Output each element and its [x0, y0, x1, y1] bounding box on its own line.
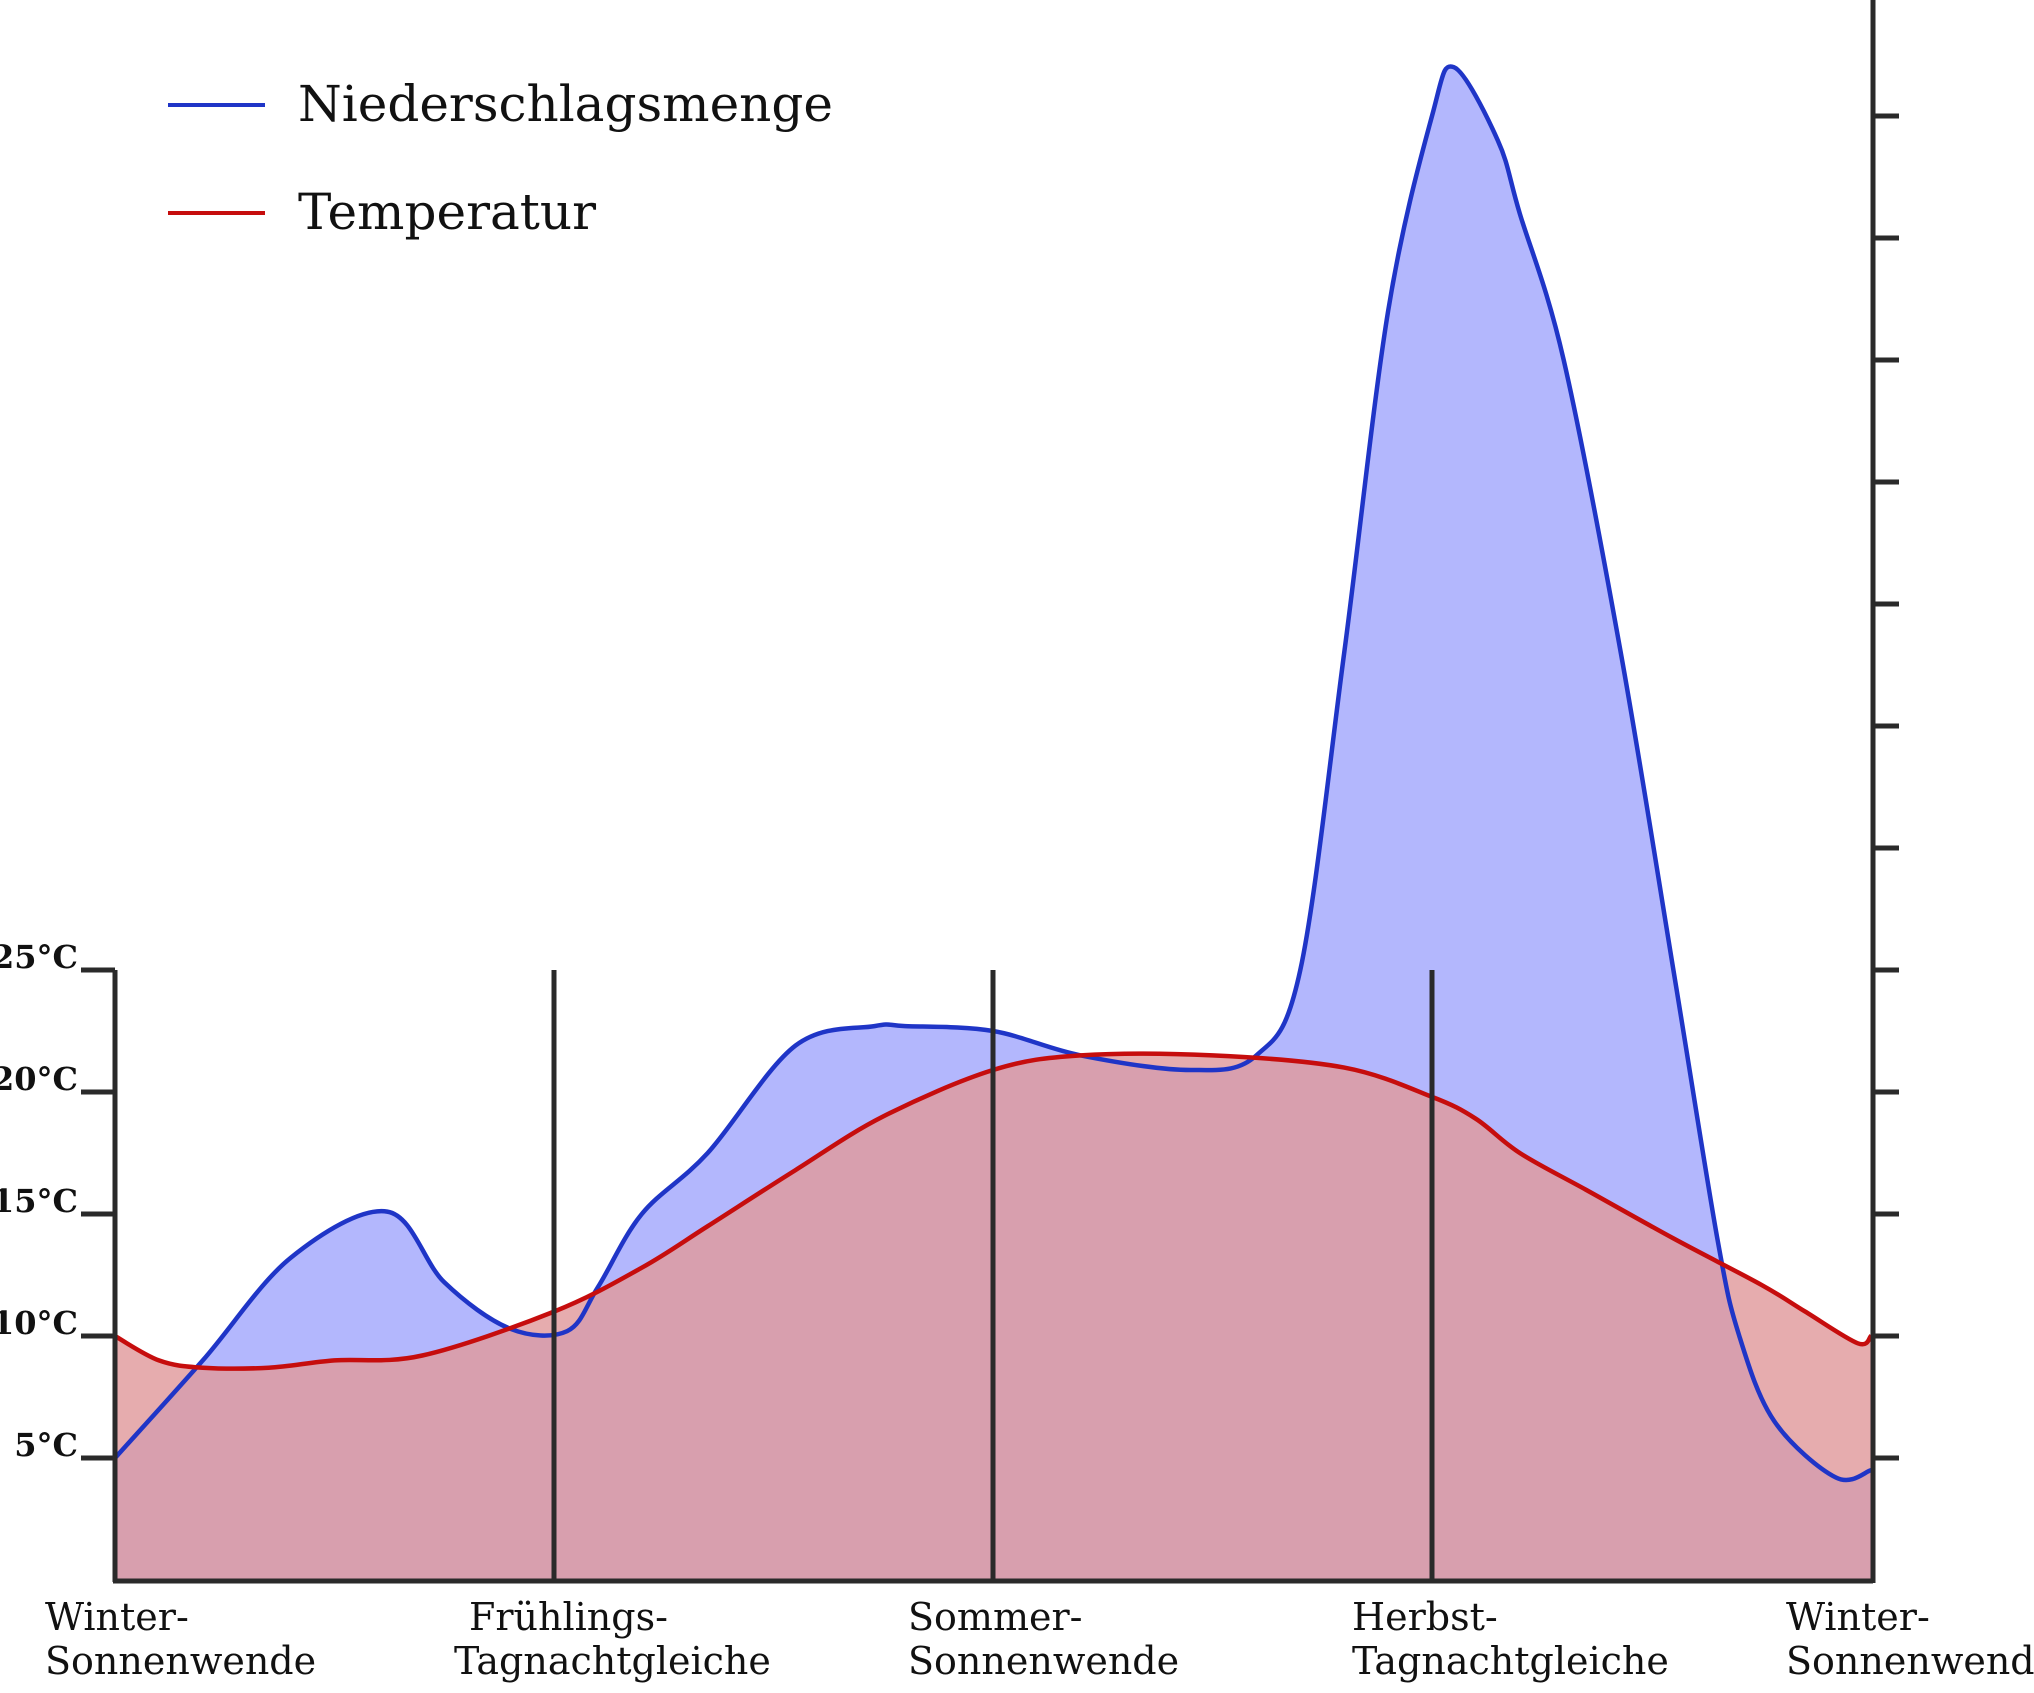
- y-tick-label: 25°C: [0, 938, 78, 976]
- y-tick-label: 20°C: [0, 1060, 78, 1098]
- y-tick-label: 10°C: [0, 1304, 78, 1342]
- x-category-label: Tagnachtgleiche: [454, 1639, 771, 1683]
- label-layer: 5°C10°C15°C20°C25°CWinter-SonnenwendeFrü…: [0, 938, 2034, 1683]
- x-category-label: Sonnenwende: [1786, 1639, 2034, 1683]
- line-temperatur: [113, 1051, 1873, 1371]
- x-category-label: Winter-: [1786, 1595, 1930, 1639]
- legend: Niederschlagsmenge Temperatur: [168, 75, 833, 241]
- line-niederschlagsmenge: [113, 64, 1872, 1483]
- x-category-label: Herbst-: [1352, 1595, 1498, 1639]
- x-category-label: Tagnachtgleiche: [1352, 1639, 1669, 1683]
- x-category-label: Frühlings-: [469, 1595, 668, 1639]
- x-category-label: Sommer-: [908, 1595, 1082, 1639]
- x-category-label: Sonnenwende: [908, 1639, 1179, 1683]
- x-category-label: Sonnenwende: [45, 1639, 316, 1683]
- y-tick-label: 15°C: [0, 1182, 78, 1220]
- legend-label: Temperatur: [298, 183, 596, 241]
- axes-layer: [81, 0, 1899, 1584]
- y-tick-label: 5°C: [14, 1426, 78, 1464]
- x-category-label: Winter-: [45, 1595, 189, 1639]
- legend-label: Niederschlagsmenge: [298, 75, 833, 133]
- line-layer: [113, 64, 1873, 1483]
